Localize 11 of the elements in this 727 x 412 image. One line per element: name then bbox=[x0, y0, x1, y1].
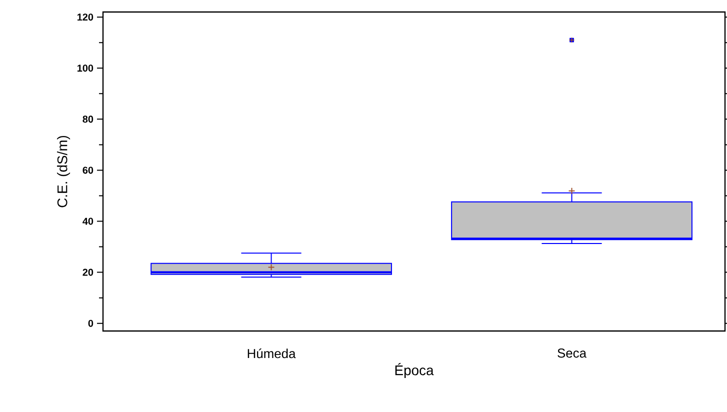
y-tick-label: 100 bbox=[77, 64, 94, 72]
y-tick-label: 0 bbox=[88, 320, 94, 327]
x-tick-label: Seca bbox=[558, 348, 587, 358]
y-axis-title: C.E. (dS/m) bbox=[57, 136, 70, 208]
y-tick-label: 120 bbox=[77, 14, 94, 21]
y-tick-label: 40 bbox=[82, 218, 94, 225]
y-tick-label: 60 bbox=[82, 166, 94, 174]
x-axis-title: Época bbox=[395, 363, 434, 378]
y-tick-label: 20 bbox=[82, 268, 94, 276]
y-tick-label: 80 bbox=[82, 116, 94, 123]
x-tick-label: Húmeda bbox=[248, 348, 296, 358]
